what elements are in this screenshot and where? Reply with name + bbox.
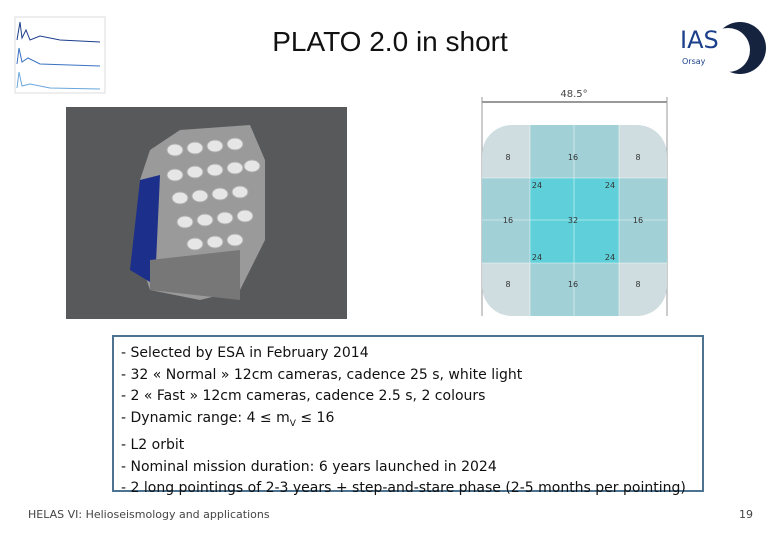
bullet: - 32 « Normal » 12cm cameras, cadence 25… <box>121 366 523 383</box>
angle-label: 48.5° <box>560 89 587 100</box>
cell-count: 32 <box>568 216 578 225</box>
bullet: - L2 orbit <box>121 437 185 454</box>
spacecraft-image <box>66 107 347 319</box>
cell-count: 24 <box>532 181 542 190</box>
bullet: - 2 long pointings of 2-3 years + step-a… <box>121 480 686 497</box>
page-number: 19 <box>739 508 753 521</box>
footer-text: HELAS VI: Helioseismology and applicatio… <box>28 508 270 521</box>
logo-place: Orsay <box>682 57 706 66</box>
bullet: - Selected by ESA in February 2014 <box>121 345 369 361</box>
logo: IAS Orsay <box>680 22 766 74</box>
cell-count: 8 <box>505 280 510 289</box>
bullet: - 2 « Fast » 12cm cameras, cadence 2.5 s… <box>121 388 486 405</box>
cell-count: 16 <box>503 216 513 225</box>
bullet-box: - Selected by ESA in February 2014 - 32 «… <box>112 335 704 496</box>
fov-diagram: 48.5° 8 16 8 24 24 16 32 16 24 24 8 16 8 <box>481 89 668 316</box>
cell-count: 16 <box>568 153 578 162</box>
cell-count: 24 <box>532 253 542 262</box>
cell-count: 16 <box>568 280 578 289</box>
fov-center <box>530 178 619 263</box>
cell-count: 8 <box>635 153 640 162</box>
cell-count: 16 <box>633 216 643 225</box>
slide-title: PLATO 2.0 in short <box>272 26 508 57</box>
logo-name: IAS <box>680 26 719 54</box>
spectrum-thumbnails <box>14 16 106 94</box>
cell-count: 8 <box>505 153 510 162</box>
bullet-part: - Dynamic range: 4 ≤ m <box>121 409 290 426</box>
cell-count: 8 <box>635 280 640 289</box>
cell-count: 24 <box>605 181 615 190</box>
bullet-part: V <box>289 418 296 429</box>
bullet-part: ≤ 16 <box>295 409 335 426</box>
cell-count: 24 <box>605 253 615 262</box>
bullet: - Dynamic range: 4 ≤ mV ≤ 16 <box>121 408 702 435</box>
bullet: - Nominal mission duration: 6 years laun… <box>121 458 497 475</box>
